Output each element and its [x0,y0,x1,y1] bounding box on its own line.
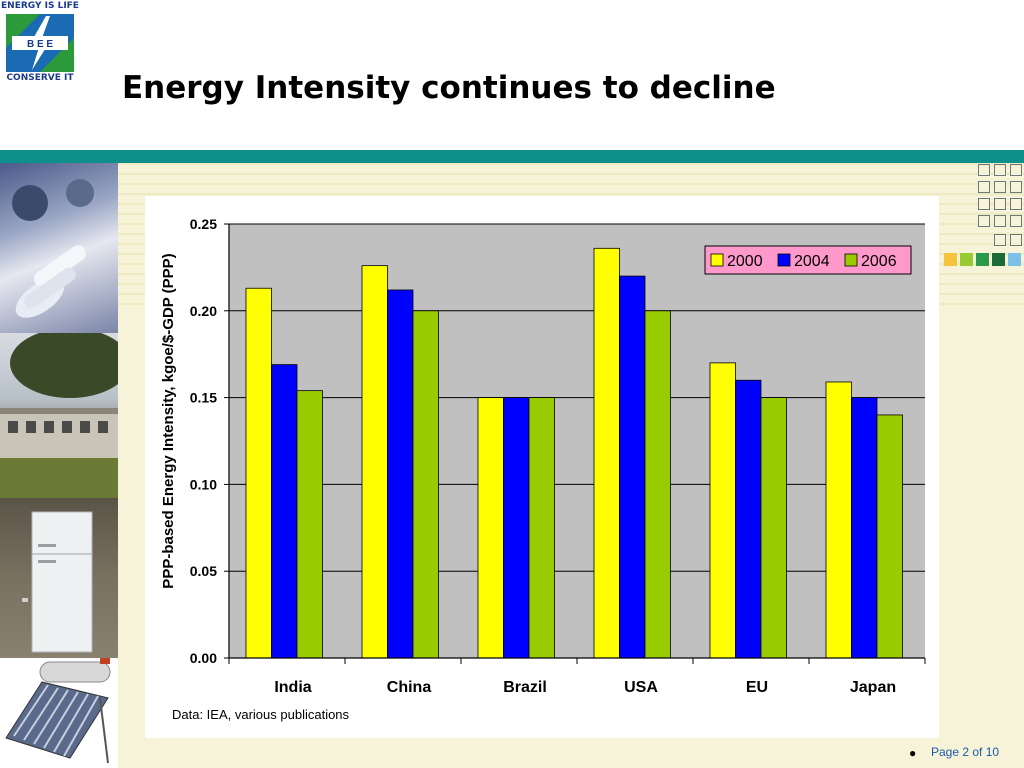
solar-water-heater-photo [0,658,118,768]
building-photo [0,333,118,498]
legend-swatch-2000 [710,253,724,267]
legend-label-2000: 2000 [727,253,763,270]
bar-eu-2004 [735,379,762,659]
y-tick-label: 0.25 [190,216,217,232]
bee-logo: ENERGY IS LIFE B E E CONSERVE IT [0,0,80,86]
logo-emblem-text: B E E [27,39,53,50]
energy-intensity-bar-chart: 0.00 0.05 0.10 0.15 0.20 0.25 India China Brazi… [160,216,926,722]
bar-japan-2006 [876,414,903,659]
bar-brazil-2000 [477,397,504,659]
logo-tagline-top: ENERGY IS LIFE [1,1,79,11]
bar-china-2004 [387,289,414,659]
y-tick-label: 0.20 [190,303,217,319]
bar-china-2000 [361,265,388,659]
logo-tagline-bottom: CONSERVE IT [6,73,74,83]
bar-japan-2000 [825,381,852,659]
chart-panel: 0.00 0.05 0.10 0.15 0.20 0.25 India China Brazi… [145,196,939,738]
bar-india-2006 [296,390,323,659]
y-axis-label: PPP-based Energy Intensity, kgoe/$-GDP (… [160,253,177,588]
bee-emblem-icon: B E E [6,14,74,72]
cfl-bulb-photo [0,163,118,333]
bar-usa-2004 [619,275,646,659]
bar-usa-2000 [593,247,620,659]
y-tick-label: 0.05 [190,563,217,579]
bar-usa-2006 [644,310,671,659]
page-number: Page 2 of 10 [931,745,1000,759]
y-tick-label: 0.15 [190,390,217,406]
legend-label-2004: 2004 [794,253,830,270]
chart-legend: 2000 2004 2006 [704,245,912,275]
legend-swatch-2006 [844,253,858,267]
bar-eu-2006 [760,397,787,659]
x-tick-label: Brazil [503,679,547,696]
x-tick-label: USA [624,679,658,696]
bar-india-2004 [271,364,298,659]
x-tick-label: Japan [850,679,896,696]
data-source-note: Data: IEA, various publications [172,707,350,722]
bar-brazil-2004 [503,397,530,659]
legend-label-2006: 2006 [861,253,897,270]
bar-japan-2004 [851,397,878,659]
x-tick-label: India [274,679,311,696]
y-tick-label: 0.00 [190,650,217,666]
bar-china-2006 [412,310,439,659]
header-divider-bar [0,150,1024,163]
bar-eu-2000 [709,362,736,659]
footer-bullet-icon: ● [909,746,917,760]
slide-title: Energy Intensity continues to decline [122,70,776,106]
plot-area [229,224,925,658]
x-tick-label: EU [746,679,768,696]
photo-strip [0,163,118,768]
bar-india-2000 [245,287,272,659]
bar-brazil-2006 [528,397,555,659]
y-tick-label: 0.10 [190,476,217,492]
refrigerator-photo [0,498,118,658]
legend-box [704,245,912,275]
legend-swatch-2004 [777,253,791,267]
x-tick-label: China [387,679,432,696]
